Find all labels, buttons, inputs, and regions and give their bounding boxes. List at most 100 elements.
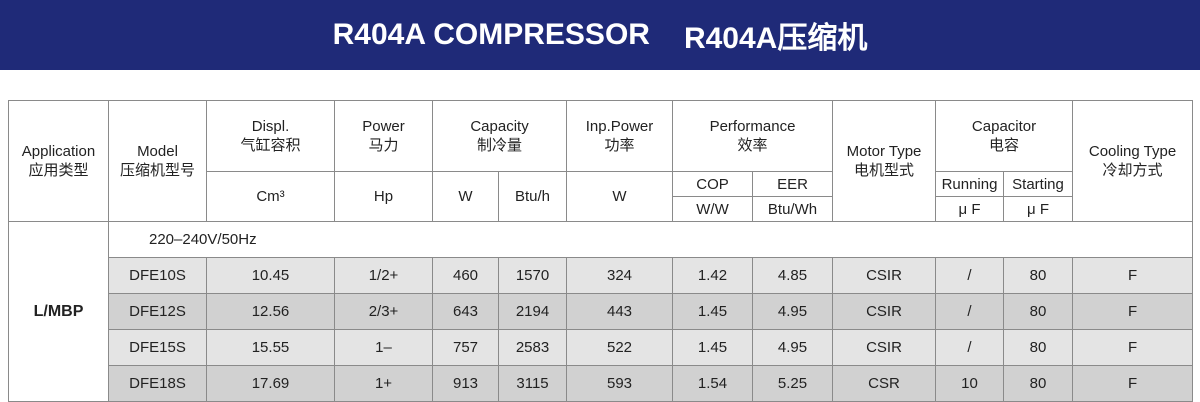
data-cell: 1/2+ xyxy=(334,257,433,294)
header-zh: 制冷量 xyxy=(477,137,523,154)
unit-cell: Btu/h xyxy=(497,171,568,222)
data-cell: 2583 xyxy=(497,329,568,366)
unit-cell: W xyxy=(566,171,674,222)
data-cell: 324 xyxy=(566,257,674,294)
header-row: Application 应用类型 Model 压缩机型号 Displ. 气缸容积 Po… xyxy=(8,100,1194,222)
data-cell: 12.56 xyxy=(206,293,335,330)
data-cell: CSIR xyxy=(832,293,937,330)
data-cell: 913 xyxy=(432,365,499,402)
table-body: Application 应用类型 Model 压缩机型号 Displ. 气缸容积 Po… xyxy=(8,100,1194,402)
header-zh: 冷却方式 xyxy=(1102,162,1163,179)
header-zh: 效率 xyxy=(737,137,768,154)
data-cell: 1.45 xyxy=(672,293,754,330)
header-cell: Capacity 制冷量 xyxy=(431,100,568,172)
header-cell: Application 应用类型 xyxy=(8,100,109,222)
data-cell: 1.54 xyxy=(672,365,754,402)
unit-cell: μ F xyxy=(935,196,1005,222)
data-cell: 3115 xyxy=(497,365,568,402)
unit-cell: μ F xyxy=(1003,196,1074,222)
header-zh: 应用类型 xyxy=(28,162,89,179)
data-cell: CSIR xyxy=(832,257,937,294)
data-cell: / xyxy=(935,329,1005,366)
data-cell: 460 xyxy=(432,257,499,294)
data-cell: 522 xyxy=(566,329,674,366)
header-cell: Model 压缩机型号 xyxy=(108,100,207,222)
header-en: Application xyxy=(21,143,96,160)
unit-cell: Cm³ xyxy=(206,171,335,222)
data-cell: / xyxy=(935,293,1005,330)
header-cell: Performance 效率 xyxy=(672,100,834,172)
data-row: DFE10S 10.45 1/2+ 460 1570 324 1.42 4.85 CSIR/80… xyxy=(9,257,1194,294)
header-en: Motor Type xyxy=(846,143,922,160)
header-zh: 功率 xyxy=(604,137,635,154)
title-en: R404A COMPRESSOR xyxy=(332,18,650,51)
data-cell: F xyxy=(1072,329,1194,366)
data-cell: 1.45 xyxy=(672,329,754,366)
unit-cell: Hp xyxy=(334,171,433,222)
data-cell: 4.95 xyxy=(752,293,834,330)
header-en: Model xyxy=(137,143,178,160)
header-zh: 电容 xyxy=(989,137,1020,154)
data-cell: CSIR xyxy=(832,329,937,366)
header-cell: Cooling Type 冷却方式 xyxy=(1072,100,1194,222)
header-cell: Motor Type 电机型式 xyxy=(832,100,937,222)
voltage-row: L/MBP 220–240V/50Hz xyxy=(8,221,1194,402)
sub-header: Starting xyxy=(1003,171,1074,197)
header-en: Cooling Type xyxy=(1088,143,1177,160)
data-cell: 4.95 xyxy=(752,329,834,366)
voltage-cell: 220–240V/50Hz xyxy=(107,221,1194,258)
data-cell: 2/3+ xyxy=(334,293,433,330)
spec-table: Application 应用类型 Model 压缩机型号 Displ. 气缸容积 Po… xyxy=(8,100,1194,402)
data-cell: 1570 xyxy=(497,257,568,294)
data-cell: 10.45 xyxy=(206,257,335,294)
header-cell: Power 马力 xyxy=(334,100,433,172)
data-cell: F xyxy=(1072,293,1194,330)
data-cell: 757 xyxy=(432,329,499,366)
data-cell: 15.55 xyxy=(206,329,335,366)
header-en: Power xyxy=(362,118,405,135)
header-en: Displ. xyxy=(251,118,290,135)
banner: R404A COMPRESSOR R404A压缩机 xyxy=(0,0,1200,70)
data-cell: 80 xyxy=(1003,293,1074,330)
model-cell: DFE10S xyxy=(108,257,207,294)
unit-cell: Btu/Wh xyxy=(752,196,834,222)
data-cell: 80 xyxy=(1003,329,1074,366)
header-row: W/W Btu/Wh μ F μ F xyxy=(9,196,1193,222)
sub-header: COP xyxy=(672,171,754,197)
data-row: DFE15S 15.55 1– 757 2583 522 1.45 4.95 CSIR/80 F xyxy=(9,329,1194,366)
data-cell: 2194 xyxy=(497,293,568,330)
data-cell: 17.69 xyxy=(206,365,335,402)
header-en: Inp.Power xyxy=(585,118,654,135)
data-row: DFE12S 12.56 2/3+ 643 2194 443 1.45 4.95 CSIR/80… xyxy=(9,293,1194,330)
data-cell: 443 xyxy=(566,293,674,330)
model-cell: DFE15S xyxy=(108,329,207,366)
header-zh: 气缸容积 xyxy=(240,137,301,154)
header-cell: Capacitor 电容 xyxy=(935,100,1074,172)
data-cell: 5.25 xyxy=(752,365,834,402)
data-cell: 593 xyxy=(566,365,674,402)
data-row: DFE18S 17.69 1+ 913 3115 593 1.54 5.25 CSR 10 80 F xyxy=(9,365,1194,402)
header-zh: 电机型式 xyxy=(854,162,915,179)
header-en: Performance xyxy=(709,118,796,135)
header-en: Capacitor xyxy=(971,118,1037,135)
data-cell: 1.42 xyxy=(672,257,754,294)
application-cell: L/MBP xyxy=(8,221,109,402)
title-zh: R404A压缩机 xyxy=(683,22,868,55)
data-cell: 80 xyxy=(1003,257,1074,294)
data-cell: 643 xyxy=(432,293,499,330)
data-cell: 1– xyxy=(334,329,433,366)
header-row: Cm³ Hp W Btu/h W COP EER Running Startin… xyxy=(9,171,1193,222)
header-cell: Inp.Power 功率 xyxy=(566,100,674,172)
data-cell: / xyxy=(935,257,1005,294)
data-cell: 10 xyxy=(935,365,1005,402)
data-cell: 4.85 xyxy=(752,257,834,294)
unit-cell: W xyxy=(432,171,499,222)
sub-header: Running xyxy=(935,171,1005,197)
model-cell: DFE18S xyxy=(108,365,207,402)
data-cell: 80 xyxy=(1003,365,1074,402)
data-cell: F xyxy=(1072,257,1194,294)
data-cell: 1+ xyxy=(334,365,433,402)
sub-header: EER xyxy=(752,171,834,197)
unit-cell: W/W xyxy=(672,196,754,222)
header-cell: Displ. 气缸容积 xyxy=(206,100,335,172)
